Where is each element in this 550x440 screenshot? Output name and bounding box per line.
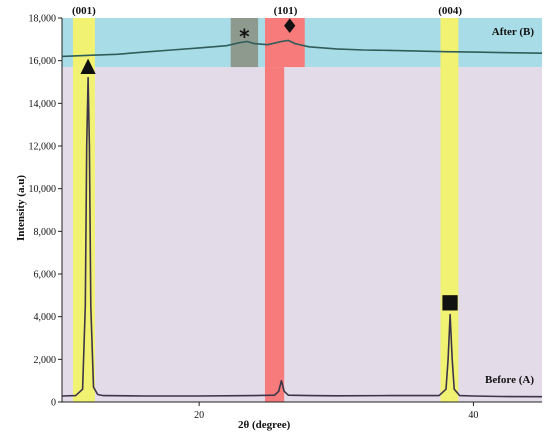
chart-text: 0 2,000 4,000 6,000 8,000 10,000 12,000 14,000 1… — [29, 5, 535, 421]
peak-label: (001) — [72, 5, 96, 17]
series-lines — [61, 39, 543, 398]
y-tick-label: 0 — [51, 398, 56, 409]
peak-label: (101) — [274, 5, 298, 17]
highlight-bands — [62, 18, 542, 403]
peak-marker: ♦ — [281, 14, 299, 38]
axes — [58, 17, 542, 406]
series-line-after — [61, 39, 543, 58]
peak-markers: ▲ * ♦ ■ — [80, 14, 459, 313]
series-label-after: After (B) — [492, 26, 535, 38]
peak-marker: ■ — [441, 289, 460, 313]
y-tick-label: 12,000 — [29, 142, 57, 153]
y-tick-label: 4,000 — [34, 312, 57, 323]
series-line-before — [61, 76, 543, 398]
y-tick-label: 14,000 — [29, 99, 57, 110]
y-tick-label: 18,000 — [29, 14, 57, 25]
x-tick-label: 20 — [194, 410, 204, 421]
before-panel — [62, 67, 542, 403]
peak-label: (004) — [438, 5, 462, 17]
y-axis-label: Intensity (a.u) — [15, 175, 27, 242]
y-tick-label: 6,000 — [34, 270, 57, 281]
series-label-before: Before (A) — [485, 374, 534, 386]
band-101-lower — [264, 67, 285, 403]
y-tick-label: 16,000 — [29, 56, 57, 67]
x-tick-label: 40 — [468, 410, 478, 421]
x-axis-label: 2θ (degree) — [238, 419, 291, 431]
y-tick-label: 10,000 — [29, 184, 57, 195]
y-tick-label: 2,000 — [34, 355, 57, 366]
peak-marker: * — [239, 25, 250, 49]
y-tick-label: 8,000 — [34, 227, 57, 238]
band-004 — [440, 18, 459, 402]
band-101 — [264, 18, 305, 68]
peak-marker: ▲ — [80, 52, 96, 76]
